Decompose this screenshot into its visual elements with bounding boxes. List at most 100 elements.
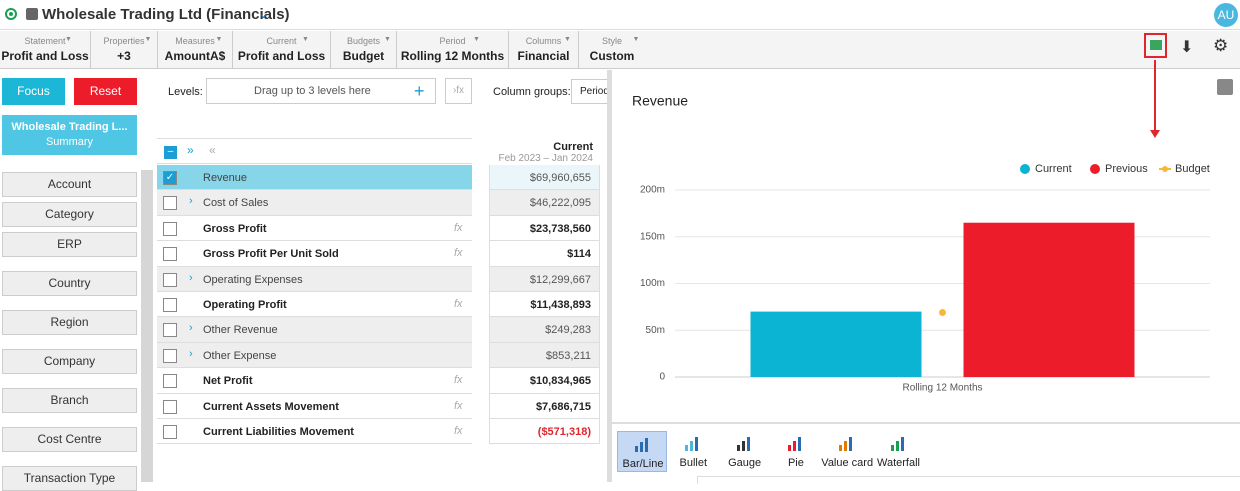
icon-bar — [746, 437, 750, 451]
dimension[interactable]: ERP — [2, 232, 137, 257]
splitter[interactable] — [607, 70, 612, 482]
checkbox[interactable] — [163, 247, 177, 262]
levels-dropzone[interactable]: Drag up to 3 levels here + — [206, 78, 436, 104]
chart-type[interactable]: Gauge — [720, 431, 770, 472]
table-row[interactable]: › Other Revenue — [157, 317, 472, 343]
add[interactable]: + — [414, 81, 425, 101]
toolbar-value: Budget — [342, 49, 385, 63]
value-cell: $7,686,715 — [489, 393, 600, 419]
toolbar-item[interactable]: Current ▼ Profit and Loss — [232, 31, 330, 68]
checkbox[interactable] — [163, 298, 177, 312]
toolbar-label: Properties — [103, 36, 145, 46]
dimension[interactable]: Region — [2, 310, 137, 335]
toolbar-label: Current — [266, 36, 297, 46]
legend-label: Budget — [1175, 163, 1210, 175]
avatar[interactable]: AU — [1214, 3, 1238, 27]
value-cell: $11,438,893 — [489, 292, 600, 318]
chart: Revenue 0 50m 100m 150m 200m Rolling 12 Month… — [632, 79, 1233, 394]
chart-type[interactable]: Value card — [821, 431, 873, 472]
table-row[interactable]: › Operating Expenses — [157, 266, 472, 292]
table-row[interactable]: › Other Expense — [157, 342, 472, 369]
checkbox[interactable] — [163, 196, 177, 211]
row-value: $249,283 — [545, 324, 591, 337]
dropdown[interactable]: ⌄ — [258, 6, 269, 21]
reset-button[interactable]: Reset — [74, 78, 137, 105]
value-cell: $249,283 — [489, 317, 600, 343]
table-row[interactable]: Net Profit fx — [157, 368, 472, 394]
chart-title: Revenue — [632, 93, 688, 109]
toolbar-caret: ▼ — [65, 36, 72, 43]
dimension[interactable]: Account — [2, 172, 137, 197]
column-title: Current — [553, 141, 593, 153]
table-row[interactable]: Gross Profit fx — [157, 215, 472, 242]
chart-type-label: Waterfall — [877, 457, 920, 469]
toolbar-item[interactable]: Budgets ▼ Budget — [330, 31, 396, 68]
legend-swatch — [1090, 164, 1100, 174]
table-row[interactable]: Current Liabilities Movement fx — [157, 419, 472, 445]
focus-button[interactable]: Focus — [2, 78, 65, 105]
chart-button[interactable] — [1144, 33, 1167, 58]
checkbox[interactable] — [163, 272, 177, 287]
table-row[interactable]: ✓ Revenue — [157, 165, 472, 191]
fx-button[interactable]: ›fx — [445, 78, 472, 104]
toolbar-item[interactable]: Properties ▼ +3 — [90, 31, 157, 68]
row-value: $46,222,095 — [529, 197, 591, 210]
table-row[interactable]: › Cost of Sales — [157, 190, 472, 216]
status — [5, 8, 17, 20]
toolbar-item[interactable]: Style ▼ Custom — [578, 31, 645, 68]
fullscreen[interactable] — [1217, 79, 1233, 95]
chart-type-icon — [787, 435, 804, 451]
icon-bar — [787, 445, 791, 451]
column-subtitle: Feb 2023 – Jan 2024 — [498, 153, 593, 164]
legend-label: Current — [1035, 163, 1072, 175]
expand: › — [189, 347, 193, 360]
toolbar-caret: ▼ — [564, 36, 571, 43]
toolbar-item[interactable]: Columns ▼ Financial — [508, 31, 578, 68]
table-row[interactable]: Gross Profit Per Unit Sold fx — [157, 241, 472, 267]
column-group[interactable]: Period — [571, 79, 608, 104]
chart-type[interactable]: Waterfall — [874, 431, 924, 472]
checkbox[interactable] — [163, 221, 177, 236]
settings[interactable]: ⚙ — [1213, 36, 1229, 55]
dimension[interactable]: Country — [2, 271, 137, 296]
scrollbar[interactable] — [141, 170, 153, 482]
table: – » « Current Feb 2023 – Jan 2024 ✓ Revenu… — [157, 138, 607, 482]
toolbar-item[interactable]: Period ▼ Rolling 12 Months — [396, 31, 508, 68]
toolbar-label: Measures — [175, 36, 215, 46]
chart-type[interactable]: Bar/Line — [617, 431, 667, 472]
icon-bar — [741, 441, 745, 451]
download[interactable]: ⬇ — [1180, 39, 1194, 56]
db-icon — [26, 8, 38, 20]
dimension[interactable]: Transaction Type — [2, 466, 137, 491]
chart-type[interactable]: Bullet — [668, 431, 718, 472]
toolbar-item[interactable]: Measures ▼ AmountA$ — [157, 31, 232, 68]
checkbox[interactable] — [163, 425, 177, 439]
icon-bar — [736, 445, 740, 451]
checkbox[interactable] — [163, 348, 177, 363]
checkbox[interactable] — [163, 323, 177, 338]
row-name: Cost of Sales — [203, 197, 269, 210]
fx-icon: fx — [454, 247, 463, 260]
toolbar-item[interactable]: Statement ▼ Profit and Loss — [0, 31, 90, 68]
dimension[interactable]: Category — [2, 202, 137, 227]
node[interactable]: Wholesale Trading L... Summary — [2, 115, 137, 155]
dimension[interactable]: Company — [2, 349, 137, 374]
toolbar-value: Financial — [517, 49, 570, 63]
row-value: $12,299,667 — [529, 273, 591, 286]
table-row[interactable]: Current Assets Movement fx — [157, 393, 472, 419]
icon-bar — [685, 445, 689, 451]
value-cell: $10,834,965 — [489, 368, 600, 394]
chart-type-icon — [890, 435, 907, 451]
table-row[interactable]: Operating Profit fx — [157, 292, 472, 318]
icon-bar — [839, 445, 843, 451]
fx-icon: fx — [454, 221, 463, 234]
dimension[interactable]: Branch — [2, 388, 137, 413]
checkbox[interactable] — [163, 399, 177, 414]
checkbox[interactable]: ✓ — [163, 171, 177, 185]
row-name: Net Profit — [203, 375, 253, 388]
dimension[interactable]: Cost Centre — [2, 427, 137, 452]
chart-type[interactable]: Pie — [771, 431, 821, 472]
y-tick-label: 0 — [659, 372, 665, 383]
toolbar-label: Style — [601, 36, 622, 46]
checkbox[interactable] — [163, 374, 177, 389]
